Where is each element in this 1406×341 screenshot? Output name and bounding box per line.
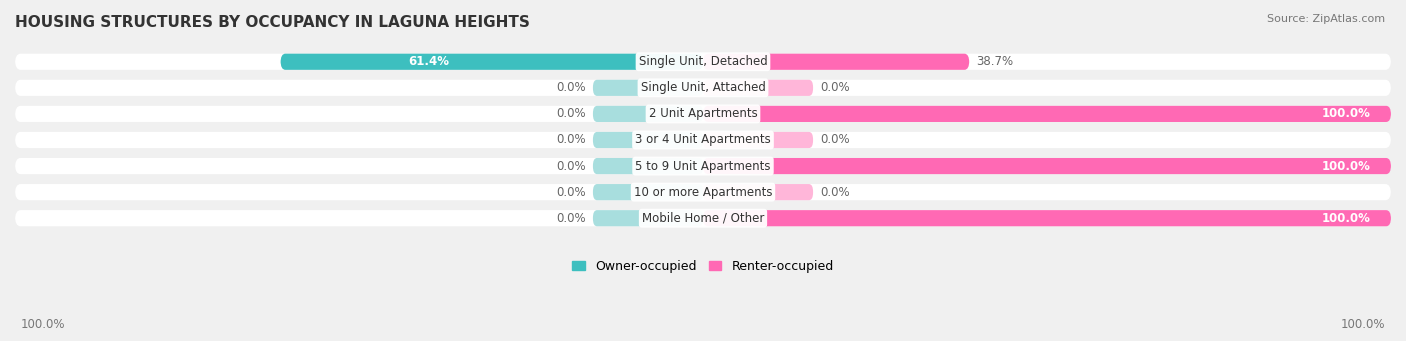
FancyBboxPatch shape	[15, 132, 1391, 148]
FancyBboxPatch shape	[703, 106, 1391, 122]
FancyBboxPatch shape	[703, 184, 813, 200]
FancyBboxPatch shape	[15, 158, 1391, 174]
FancyBboxPatch shape	[15, 80, 1391, 96]
Legend: Owner-occupied, Renter-occupied: Owner-occupied, Renter-occupied	[568, 255, 838, 278]
FancyBboxPatch shape	[703, 132, 813, 148]
FancyBboxPatch shape	[593, 132, 703, 148]
FancyBboxPatch shape	[703, 80, 813, 96]
FancyBboxPatch shape	[15, 210, 1391, 226]
Text: Single Unit, Detached: Single Unit, Detached	[638, 55, 768, 68]
FancyBboxPatch shape	[593, 210, 703, 226]
Text: Mobile Home / Other: Mobile Home / Other	[641, 212, 765, 225]
FancyBboxPatch shape	[593, 184, 703, 200]
FancyBboxPatch shape	[281, 54, 703, 70]
Text: 10 or more Apartments: 10 or more Apartments	[634, 186, 772, 199]
FancyBboxPatch shape	[593, 80, 703, 96]
Text: 100.0%: 100.0%	[1322, 107, 1371, 120]
FancyBboxPatch shape	[15, 54, 1391, 70]
FancyBboxPatch shape	[15, 106, 1391, 122]
Text: 0.0%: 0.0%	[557, 133, 586, 147]
Text: 2 Unit Apartments: 2 Unit Apartments	[648, 107, 758, 120]
Text: 0.0%: 0.0%	[557, 107, 586, 120]
Text: HOUSING STRUCTURES BY OCCUPANCY IN LAGUNA HEIGHTS: HOUSING STRUCTURES BY OCCUPANCY IN LAGUN…	[15, 15, 530, 30]
Text: Source: ZipAtlas.com: Source: ZipAtlas.com	[1267, 14, 1385, 24]
Text: 0.0%: 0.0%	[557, 160, 586, 173]
Text: 3 or 4 Unit Apartments: 3 or 4 Unit Apartments	[636, 133, 770, 147]
Text: 0.0%: 0.0%	[820, 133, 849, 147]
FancyBboxPatch shape	[703, 210, 1391, 226]
FancyBboxPatch shape	[593, 106, 703, 122]
Text: 100.0%: 100.0%	[1340, 318, 1385, 331]
Text: 5 to 9 Unit Apartments: 5 to 9 Unit Apartments	[636, 160, 770, 173]
FancyBboxPatch shape	[703, 158, 1391, 174]
Text: 0.0%: 0.0%	[820, 81, 849, 94]
Text: 0.0%: 0.0%	[557, 186, 586, 199]
Text: 61.4%: 61.4%	[408, 55, 449, 68]
Text: 100.0%: 100.0%	[1322, 160, 1371, 173]
Text: 0.0%: 0.0%	[557, 81, 586, 94]
Text: 38.7%: 38.7%	[976, 55, 1014, 68]
FancyBboxPatch shape	[703, 54, 969, 70]
Text: 100.0%: 100.0%	[21, 318, 66, 331]
Text: 100.0%: 100.0%	[1322, 212, 1371, 225]
Text: Single Unit, Attached: Single Unit, Attached	[641, 81, 765, 94]
FancyBboxPatch shape	[593, 158, 703, 174]
Text: 0.0%: 0.0%	[557, 212, 586, 225]
Text: 0.0%: 0.0%	[820, 186, 849, 199]
FancyBboxPatch shape	[15, 184, 1391, 200]
